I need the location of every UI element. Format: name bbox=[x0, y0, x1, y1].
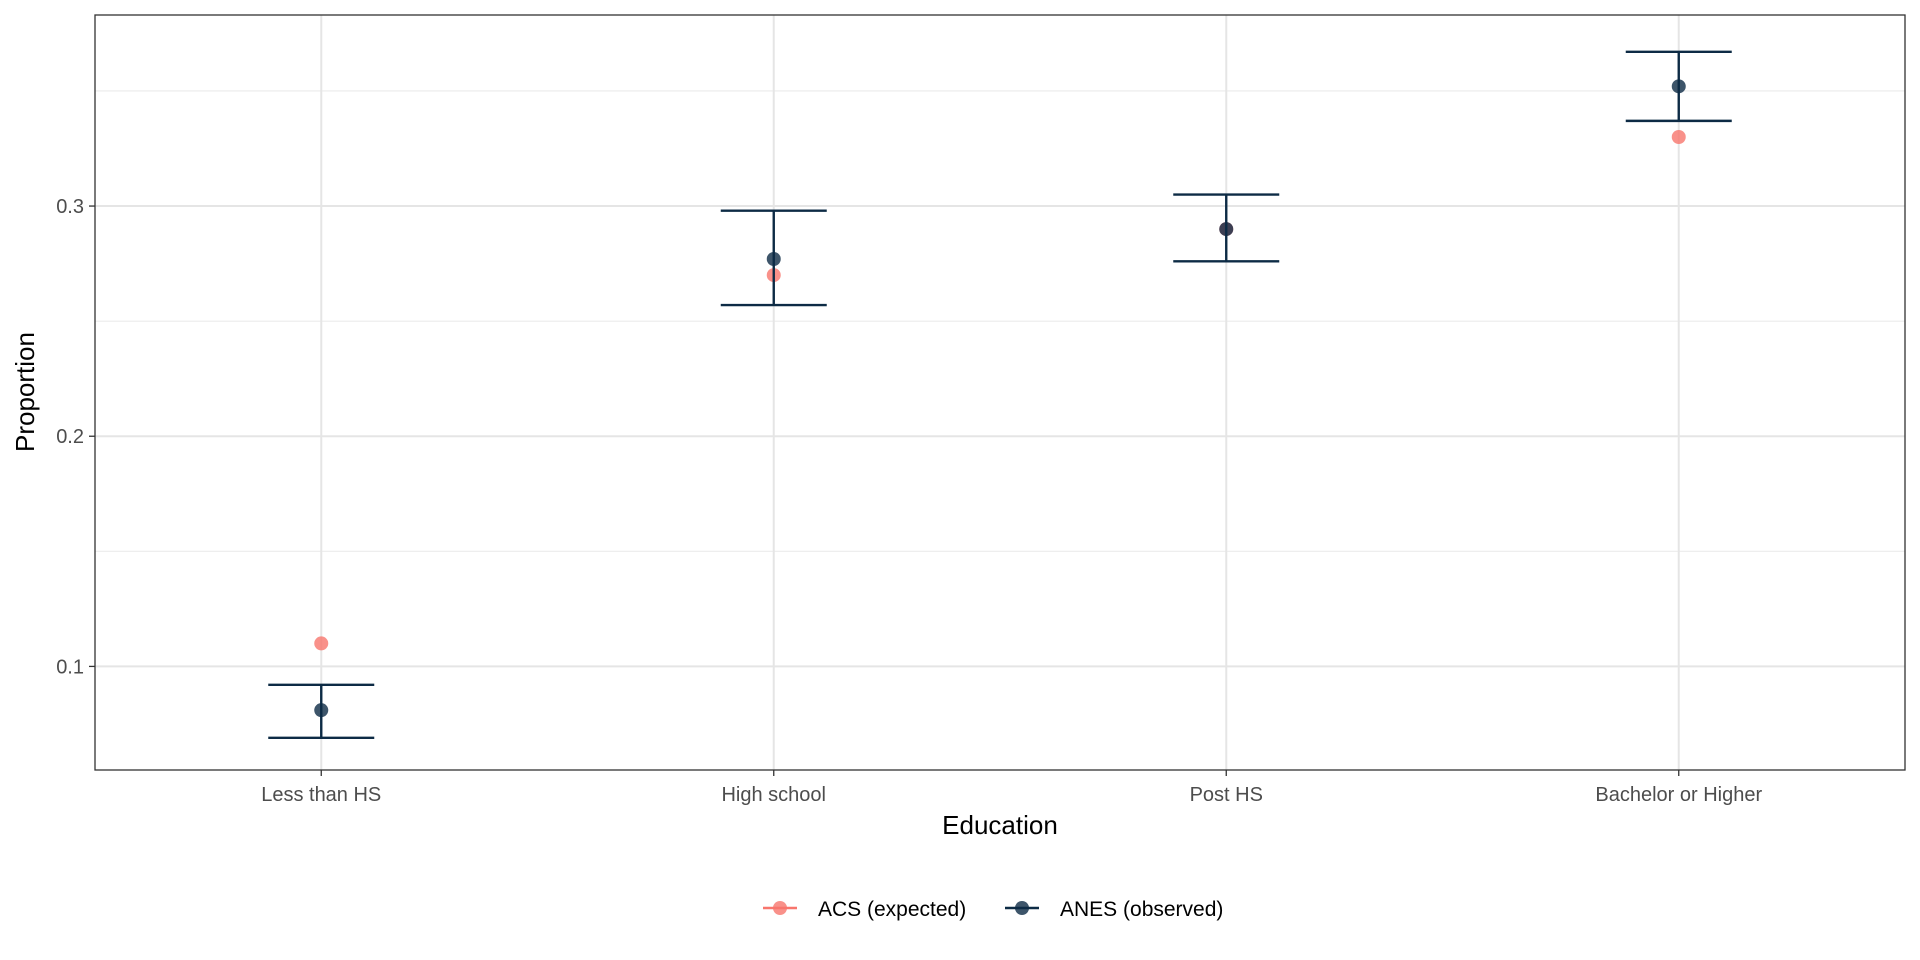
y-axis-title: Proportion bbox=[10, 332, 40, 452]
y-axis: 0.1 0.2 0.3 bbox=[56, 196, 95, 678]
legend-item-anes: ANES (observed) bbox=[1005, 898, 1223, 921]
major-gridlines bbox=[95, 205, 1905, 668]
x-tick-label: Bachelor or Higher bbox=[1595, 784, 1762, 806]
y-tick-label: 0.1 bbox=[56, 656, 84, 678]
minor-gridlines bbox=[95, 90, 1905, 552]
acs-point bbox=[1671, 129, 1686, 144]
anes-point bbox=[314, 703, 329, 718]
x-tick-label: Less than HS bbox=[261, 784, 381, 806]
x-axis: Less than HS High school Post HS Bachelor o… bbox=[261, 770, 1762, 806]
anes-point bbox=[1671, 79, 1686, 94]
legend: ACS (expected) ANES (observed) bbox=[763, 898, 1223, 921]
legend-key-point-acs bbox=[773, 901, 787, 915]
legend-label-anes: ANES (observed) bbox=[1060, 898, 1223, 921]
y-tick-label: 0.2 bbox=[56, 426, 84, 448]
legend-label-acs: ACS (expected) bbox=[818, 898, 966, 921]
legend-key-point-anes bbox=[1015, 901, 1029, 915]
anes-point bbox=[1219, 222, 1234, 237]
anes-point bbox=[766, 251, 781, 266]
legend-item-acs: ACS (expected) bbox=[763, 898, 966, 921]
plot-panel-border bbox=[94, 14, 1906, 771]
x-axis-title: Education bbox=[942, 810, 1058, 840]
acs-point bbox=[314, 636, 329, 651]
y-tick-label: 0.3 bbox=[56, 196, 84, 218]
x-tick-label: High school bbox=[721, 784, 826, 806]
plot-panel-background bbox=[95, 15, 1905, 770]
x-tick-label: Post HS bbox=[1190, 784, 1263, 806]
anes-points bbox=[314, 79, 1686, 718]
